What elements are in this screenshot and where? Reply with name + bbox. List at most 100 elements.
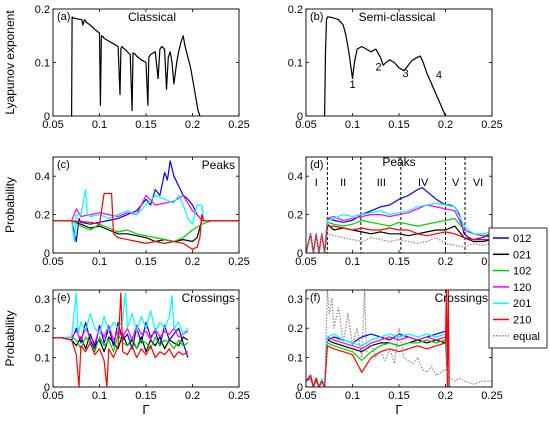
y-tick-label: 0 [44,382,50,394]
panel-label: (c) [57,159,70,171]
y-tick-label: 0 [297,248,303,260]
series-group [53,292,189,387]
y-tick-label: 0 [44,111,50,123]
series-group [324,16,447,116]
panel-label: (d) [310,159,323,171]
x-tick-label: 0.2 [438,256,453,268]
x-tick-label: 0.15 [388,119,409,131]
series-line-201 [306,202,492,253]
series-group [71,16,201,116]
series-group [306,187,492,253]
axes-frame [305,8,493,117]
y-tick-label: 0.1 [288,353,303,365]
panel-title: Peaks [202,158,235,172]
panel-a: 0.05 0.1 0.15 0.2 0.25 0 0.1 0.2 (a) Classical Lya… [3,4,250,131]
series-line-201 [53,292,189,339]
legend-label-120: 120 [513,282,531,294]
region-label: III [377,177,386,189]
series-line-102 [53,333,189,353]
y-tick-label: 0.2 [288,4,303,16]
y-tick-label: 0.1 [35,353,50,365]
y-tick-label: 0.4 [288,171,303,183]
y-tick-label: 0.4 [35,171,50,183]
x-tick-label: 0.1 [92,256,107,268]
y-tick-label: 0.2 [35,210,50,222]
legend: 012 021 102 120 201 210 equal [488,227,548,349]
x-tick-label: 0.15 [135,390,156,402]
x-tick-label: 0.15 [388,256,409,268]
x-tick-label: 0.1 [92,390,107,402]
x-tick-label: 0.05 [295,256,316,268]
series-line-021 [306,223,492,253]
annotation-label: 1 [349,79,355,91]
series-line-201 [53,189,239,243]
panel-title: Semi-classical [359,10,436,24]
panel-d: 0.050.10.150.20.2500.20.4(d)PeaksIIIIIII… [288,155,503,268]
x-tick-label: 0.25 [228,119,249,131]
panels-group: 0.05 0.1 0.15 0.2 0.25 0 0.1 0.2 (a) Classical Lya… [3,4,503,417]
x-tick-label: 0.25 [228,256,249,268]
y-tick-label: 0.3 [288,294,303,306]
x-tick-label: 0.15 [135,119,156,131]
x-tick-label: 0.15 [388,390,409,402]
axes-frame [305,156,493,254]
x-tick-label: 0.2 [185,256,200,268]
series-line-021 [53,219,239,243]
x-tick-label: 0.1 [92,119,107,131]
x-axis-label: Γ [142,402,149,416]
x-tick-label: 0.05 [295,119,316,131]
annotation-label: 4 [436,70,442,82]
y-tick-label: 0.2 [35,4,50,16]
y-tick-label: 0 [297,111,303,123]
panel-f: 0.05 0.1 0.15 0.2 0.25 0 0.1 0.2 0.3 (f) Crossings… [288,289,503,417]
panel-title: Classical [128,10,176,24]
region-label: II [340,177,346,189]
y-tick-label: 0.2 [288,323,303,335]
x-axis-label: Γ [395,402,402,416]
panel-title: Crossings [435,291,488,305]
region-label: VI [473,177,483,189]
x-tick-label: 0.25 [481,119,502,131]
y-tick-label: 0 [297,382,303,394]
annotation-label: 3 [402,68,408,80]
panel-c: 0.05 0.1 0.15 0.2 0.25 0 0.2 0.4 (c) Peaks Probabi… [3,156,250,268]
x-tick-label: 0.05 [295,390,316,402]
x-tick-label: 0.2 [438,119,453,131]
x-tick-label: 0.25 [481,390,502,402]
series-line-120 [53,194,239,222]
y-tick-label: 0.2 [288,210,303,222]
x-tick-label: 0.1 [345,119,360,131]
region-label: IV [418,177,429,189]
legend-label-012: 012 [513,233,531,245]
y-axis-label: Probability [3,310,17,366]
y-axis-label: Lyapunov exponent [3,10,17,115]
series-line-012 [53,160,239,243]
legend-items: 012 021 102 120 201 210 equal [493,233,540,343]
legend-label-201: 201 [513,298,531,310]
panel-title: Peaks [382,155,415,169]
region-label: I [315,177,318,189]
series-line-equal [306,290,492,387]
series-line-equal [306,233,492,253]
series-line-102 [53,220,239,243]
panel-label: (a) [57,11,70,23]
panel-label: (b) [310,11,323,23]
x-tick-label: 0.25 [228,390,249,402]
series-group [53,160,239,250]
x-tick-label: 0.2 [185,119,200,131]
panel-label: (f) [310,292,320,304]
y-tick-label: 0.3 [35,294,50,306]
x-tick-label: 0.1 [345,256,360,268]
series-line-102 [306,217,492,253]
y-tick-label: 0.2 [35,323,50,335]
series-line-210 [53,192,239,250]
x-tick-label: 0.2 [438,390,453,402]
panel-title: Crossings [182,291,235,305]
series-line-210 [306,290,451,387]
series-group [306,290,492,387]
annotation-label: 2 [375,62,381,74]
x-tick-label: 0.05 [42,119,63,131]
legend-label-102: 102 [513,266,531,278]
